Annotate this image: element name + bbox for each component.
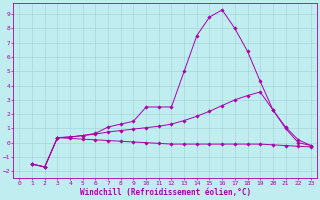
X-axis label: Windchill (Refroidissement éolien,°C): Windchill (Refroidissement éolien,°C) bbox=[80, 188, 251, 197]
